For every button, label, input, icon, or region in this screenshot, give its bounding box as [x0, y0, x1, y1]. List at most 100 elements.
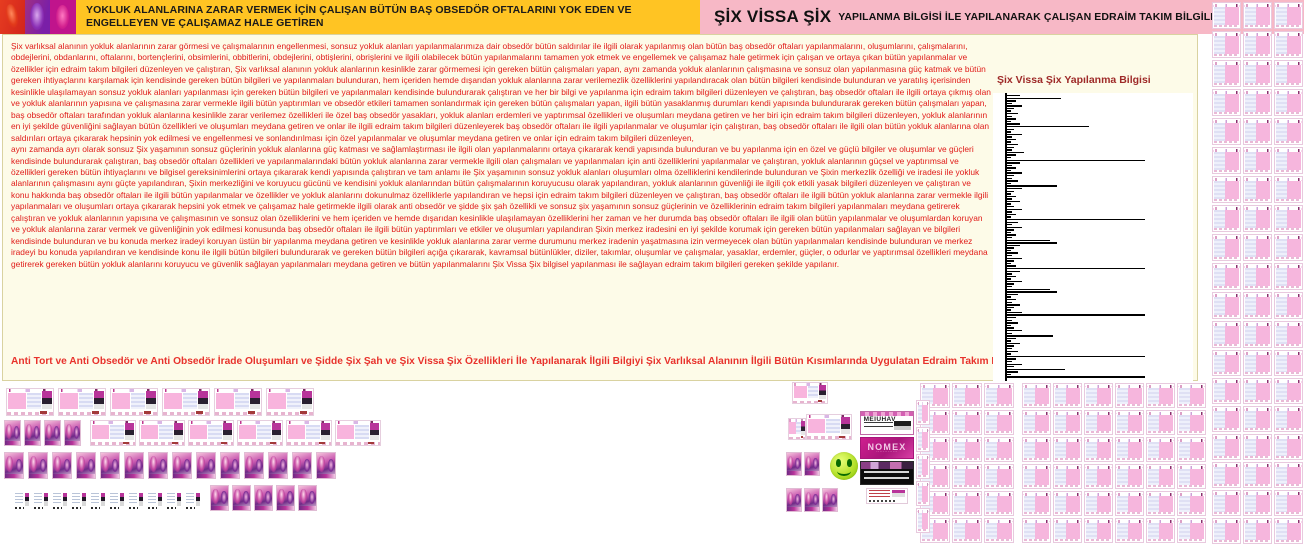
thumbnail-browser-window[interactable] [188, 420, 234, 446]
thumbnail-page[interactable] [1212, 490, 1241, 516]
thumbnail-browser-window[interactable] [335, 420, 381, 446]
thumbnail-portrait-photo[interactable] [148, 452, 168, 479]
thumbnail-page[interactable] [952, 491, 982, 516]
thumbnail-page[interactable] [1274, 89, 1303, 116]
thumbnail-page[interactable] [1274, 350, 1303, 376]
thumbnail-page[interactable] [1212, 234, 1241, 261]
thumbnail-page[interactable] [1274, 234, 1303, 261]
thumbnail-page[interactable] [1084, 518, 1113, 543]
thumbnail-page[interactable] [916, 454, 930, 479]
thumbnail-page[interactable] [1243, 321, 1272, 348]
thumbnail-portrait-photo[interactable] [232, 485, 251, 511]
thumbnail-browser-window[interactable] [237, 420, 283, 446]
thumbnail-page[interactable] [1212, 406, 1241, 432]
thumbnail-page[interactable] [1053, 464, 1082, 489]
thumbnail-portrait-photo[interactable] [276, 485, 295, 511]
thumbnail-browser-window[interactable] [110, 388, 158, 416]
thumbnail-page[interactable] [952, 464, 982, 489]
thumbnail-page[interactable] [1146, 383, 1175, 408]
thumbnail-page[interactable] [1053, 491, 1082, 516]
thumbnail-portrait-photo[interactable] [100, 452, 120, 479]
thumbnail-page[interactable] [1115, 437, 1144, 462]
thumbnail-page[interactable] [952, 518, 982, 543]
thumbnail-page[interactable] [1022, 518, 1051, 543]
thumbnail-page[interactable] [1022, 464, 1051, 489]
thumbnail-page[interactable] [1053, 437, 1082, 462]
thumbnail-document[interactable] [166, 492, 182, 510]
thumbnail-page[interactable] [916, 400, 930, 425]
thumbnail-page[interactable] [1243, 462, 1272, 488]
thumbnail-page[interactable] [952, 383, 982, 408]
thumbnail-page[interactable] [1274, 118, 1303, 145]
thumbnail-page[interactable] [1274, 205, 1303, 232]
thumbnail-page[interactable] [1243, 2, 1272, 29]
thumbnail-page[interactable] [1243, 406, 1272, 432]
thumbnail-page[interactable] [1274, 321, 1303, 348]
thumbnail-page[interactable] [1084, 410, 1113, 435]
thumbnail-page[interactable] [1212, 518, 1241, 544]
thumbnail-page[interactable] [1022, 437, 1051, 462]
thumbnail-page[interactable] [1146, 491, 1175, 516]
thumbnail-page[interactable] [1115, 491, 1144, 516]
thumbnail-page[interactable] [1212, 89, 1241, 116]
thumbnail-portrait-photo[interactable] [4, 452, 24, 479]
thumbnail-page[interactable] [1212, 321, 1241, 348]
thumbnail-page[interactable] [1274, 292, 1303, 319]
thumbnail-page[interactable] [1212, 118, 1241, 145]
thumbnail-portrait-photo[interactable] [822, 488, 838, 512]
thumbnail-page[interactable] [1177, 410, 1206, 435]
thumbnail-page[interactable] [1177, 491, 1206, 516]
thumbnail-browser-window[interactable] [6, 388, 54, 416]
thumbnail-portrait-photo[interactable] [244, 452, 264, 479]
thumbnail-page[interactable] [1243, 31, 1272, 58]
thumbnail-page[interactable] [916, 508, 930, 533]
thumbnail-browser-window[interactable] [162, 388, 210, 416]
thumbnail-portrait-photo[interactable] [210, 485, 229, 511]
thumbnail-page[interactable] [1053, 383, 1082, 408]
thumbnail-portrait-photo[interactable] [786, 452, 802, 476]
thumbnail-page[interactable] [1274, 60, 1303, 87]
thumbnail-page[interactable] [1243, 234, 1272, 261]
thumbnail-portrait-photo[interactable] [76, 452, 96, 479]
thumbnail-page[interactable] [1274, 490, 1303, 516]
thumbnail-portrait-photo[interactable] [220, 452, 240, 479]
thumbnail-page[interactable] [1274, 263, 1303, 290]
thumbnail-document[interactable] [109, 492, 125, 510]
thumbnail-page[interactable] [984, 464, 1014, 489]
thumbnail-browser-window[interactable] [792, 382, 828, 404]
thumbnail-browser-window[interactable] [139, 420, 185, 446]
green-smiley-face[interactable] [830, 452, 858, 480]
thumbnail-page[interactable] [1084, 491, 1113, 516]
thumbnail-portrait-photo[interactable] [268, 452, 288, 479]
thumbnail-page[interactable] [984, 383, 1014, 408]
thumbnail-page[interactable] [1243, 490, 1272, 516]
thumbnail-page[interactable] [1243, 378, 1272, 404]
thumbnail-portrait-photo[interactable] [804, 452, 820, 476]
thumbnail-page[interactable] [1212, 462, 1241, 488]
thumbnail-page[interactable] [1212, 434, 1241, 460]
thumbnail-page[interactable] [984, 518, 1014, 543]
thumbnail-page[interactable] [1212, 263, 1241, 290]
thumbnail-page[interactable] [1274, 2, 1303, 29]
thumbnail-portrait-photo[interactable] [28, 452, 48, 479]
thumbnail-page[interactable] [1084, 437, 1113, 462]
thumbnail-page[interactable] [1115, 410, 1144, 435]
thumbnail-browser-window[interactable] [286, 420, 332, 446]
thumbnail-page[interactable] [1212, 205, 1241, 232]
thumbnail-page[interactable] [1212, 378, 1241, 404]
thumbnail-page[interactable] [1274, 406, 1303, 432]
thumbnail-page[interactable] [1053, 518, 1082, 543]
thumbnail-portrait-photo[interactable] [196, 452, 216, 479]
thumbnail-page[interactable] [1115, 518, 1144, 543]
thumbnail-page[interactable] [1243, 147, 1272, 174]
thumbnail-document[interactable] [52, 492, 68, 510]
thumbnail-page[interactable] [1243, 263, 1272, 290]
thumbnail-page[interactable] [1274, 378, 1303, 404]
thumbnail-page[interactable] [1212, 147, 1241, 174]
thumbnail-document[interactable] [90, 492, 106, 510]
thumbnail-page[interactable] [1274, 31, 1303, 58]
thumbnail-portrait-photo[interactable] [804, 488, 820, 512]
thumbnail-page[interactable] [1212, 2, 1241, 29]
thumbnail-page[interactable] [1243, 434, 1272, 460]
thumbnail-page[interactable] [916, 427, 930, 452]
